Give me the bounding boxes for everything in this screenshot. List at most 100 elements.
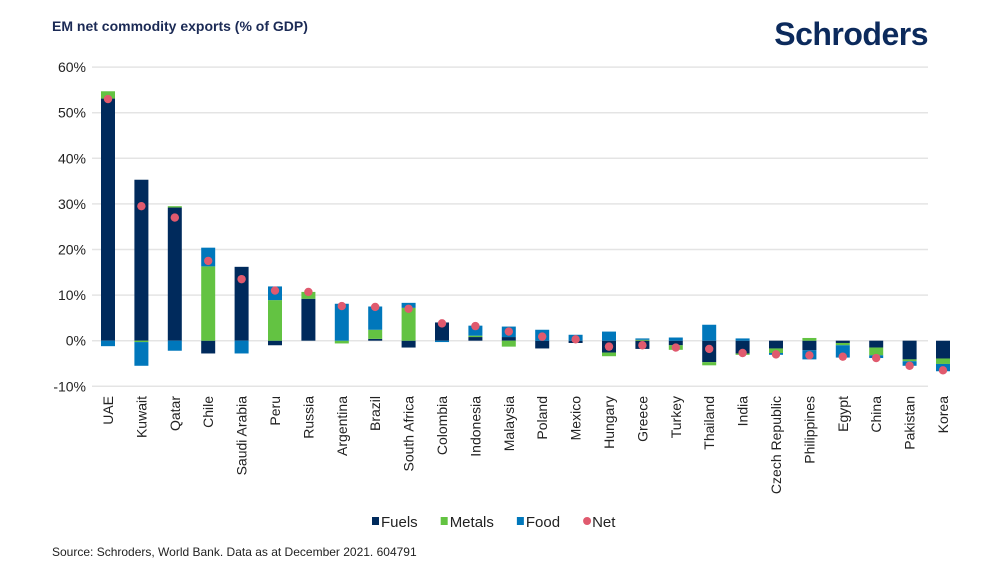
bar-food xyxy=(702,324,717,341)
net-point xyxy=(671,343,680,352)
bar-fuels xyxy=(668,340,683,346)
legend-label: Net xyxy=(592,514,616,531)
x-tick-label: India xyxy=(735,396,751,427)
bar-food xyxy=(101,340,115,347)
x-tick-label: Pakistan xyxy=(902,396,918,450)
bar-food xyxy=(468,325,483,336)
chart-title: EM net commodity exports (% of GDP) xyxy=(52,18,308,34)
bar-fuels xyxy=(501,337,516,341)
x-tick-label: UAE xyxy=(100,396,116,425)
x-tick-label: Mexico xyxy=(568,396,584,441)
bar-fuels xyxy=(101,98,115,341)
x-tick-label: Russia xyxy=(300,396,316,439)
x-tick-label: Thailand xyxy=(701,396,717,450)
bar-food xyxy=(435,340,449,343)
net-point xyxy=(705,344,714,354)
net-point xyxy=(738,348,747,358)
net-point xyxy=(337,301,346,311)
legend-marker xyxy=(583,517,592,525)
net-point xyxy=(304,287,313,297)
net-point xyxy=(938,366,948,375)
net-point xyxy=(237,274,246,284)
schroders-logo: Schroders xyxy=(774,16,928,52)
y-tick-label: 20% xyxy=(58,242,86,258)
x-tick-label: Greece xyxy=(634,396,650,442)
bar-fuels xyxy=(735,340,750,354)
bar-metals xyxy=(334,340,349,344)
x-tick-label: Czech Republic xyxy=(768,396,784,494)
net-point xyxy=(103,94,113,104)
net-point xyxy=(905,361,914,370)
x-tick-label: Brazil xyxy=(367,396,383,431)
bar-fuels xyxy=(167,207,182,341)
x-tick-label: Qatar xyxy=(167,396,183,431)
bar-metals xyxy=(802,337,817,341)
bar-metals xyxy=(167,206,182,208)
bar-fuels xyxy=(936,340,950,359)
bar-metals xyxy=(635,339,650,341)
net-point xyxy=(204,256,213,266)
bar-metals xyxy=(201,266,216,341)
x-tick-label: Malaysia xyxy=(501,396,517,451)
bar-fuels xyxy=(401,340,416,348)
net-point xyxy=(805,351,814,360)
x-tick-label: Korea xyxy=(935,396,951,434)
bar-metals xyxy=(835,342,850,346)
net-point xyxy=(371,302,380,312)
net-point xyxy=(538,332,547,341)
x-tick-label: China xyxy=(868,396,884,433)
bar-fuels xyxy=(234,266,249,341)
bar-fuels xyxy=(368,338,383,341)
net-point xyxy=(404,304,413,313)
bar-fuels xyxy=(201,340,216,354)
legend-swatch xyxy=(372,517,379,525)
legend-item-food: Food xyxy=(516,514,560,531)
bar-food xyxy=(234,340,249,354)
y-tick-label: 40% xyxy=(58,150,86,166)
bar-metals xyxy=(401,307,416,341)
bar-metals xyxy=(368,329,383,339)
y-tick-label: 10% xyxy=(58,287,86,303)
net-point xyxy=(604,342,614,351)
bar-fuels xyxy=(268,340,282,346)
bar-fuels xyxy=(134,179,149,341)
net-point xyxy=(270,286,280,295)
bar-food xyxy=(167,340,182,351)
x-tick-label: Argentina xyxy=(334,396,350,456)
bar-metals xyxy=(602,352,616,357)
legend-swatch xyxy=(516,517,524,525)
x-tick-label: Hungary xyxy=(601,396,617,449)
bar-food xyxy=(635,338,650,340)
net-point xyxy=(771,350,781,359)
x-tick-label: South Africa xyxy=(401,396,417,472)
x-tick-label: Indonesia xyxy=(467,396,483,457)
bar-food xyxy=(368,306,383,330)
bar-metals xyxy=(268,300,282,341)
bar-fuels xyxy=(435,322,449,341)
x-tick-label: Turkey xyxy=(668,396,684,438)
legend-label: Food xyxy=(526,514,560,531)
legend-item-net: Net xyxy=(583,514,616,531)
y-tick-label: 50% xyxy=(58,105,86,121)
x-tick-label: Peru xyxy=(267,396,283,426)
bar-fuels xyxy=(769,340,783,349)
bar-food xyxy=(334,303,349,341)
x-tick-label: Egypt xyxy=(835,396,851,432)
source-note: Source: Schroders, World Bank. Data as a… xyxy=(52,545,417,559)
legend-item-fuels: Fuels xyxy=(372,514,418,531)
x-tick-label: Philippines xyxy=(801,396,817,464)
net-point xyxy=(838,352,847,361)
x-tick-label: Chile xyxy=(200,396,216,428)
bar-fuels xyxy=(869,340,884,348)
legend-label: Metals xyxy=(450,514,494,531)
net-point xyxy=(437,319,447,328)
bar-metals xyxy=(501,340,516,347)
legend-swatch xyxy=(440,517,448,525)
y-tick-label: -10% xyxy=(53,378,86,394)
x-tick-label: Colombia xyxy=(434,396,450,455)
y-tick-label: 30% xyxy=(58,196,86,212)
bar-fuels xyxy=(835,340,850,343)
bar-food xyxy=(668,337,683,341)
bar-fuels xyxy=(802,340,817,351)
